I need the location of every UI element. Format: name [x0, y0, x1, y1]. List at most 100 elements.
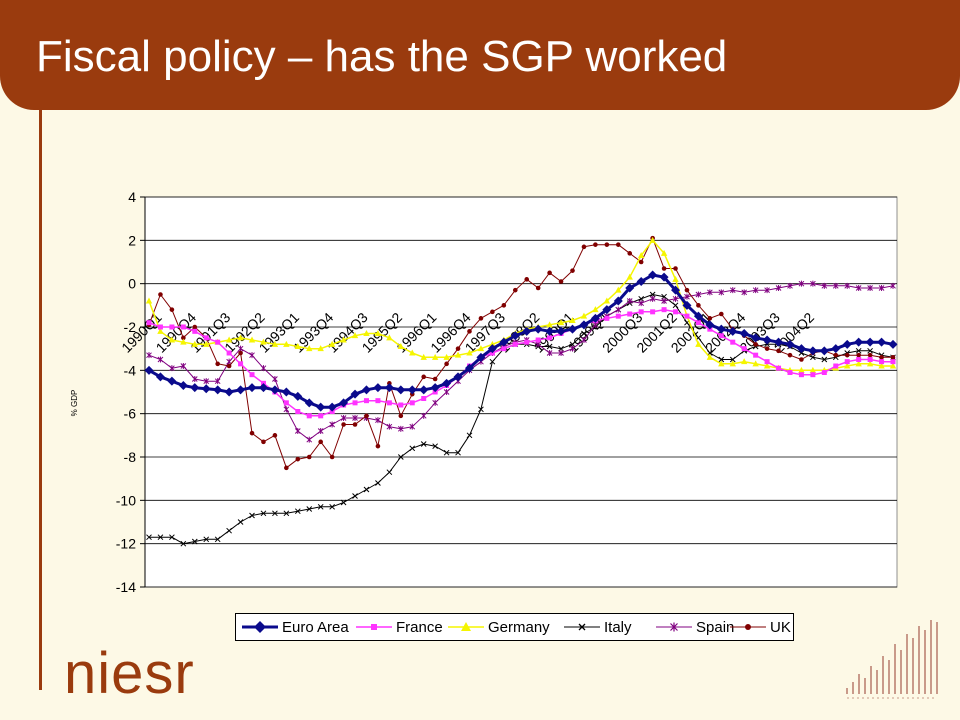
- point-euro-area: [339, 398, 349, 408]
- point-euro-area: [545, 326, 555, 336]
- point-euro-area: [247, 383, 257, 393]
- point-uk: [238, 350, 243, 356]
- point-germany: [317, 345, 324, 352]
- point-germany: [592, 306, 599, 313]
- point-france: [375, 398, 381, 404]
- point-spain: [581, 337, 587, 343]
- point-italy: [191, 538, 198, 545]
- slide-title: Fiscal policy – has the SGP worked: [36, 32, 728, 81]
- point-germany: [225, 336, 233, 343]
- point-italy: [718, 356, 725, 363]
- y-tick-label: -6: [124, 406, 137, 422]
- point-italy: [306, 506, 313, 512]
- y-tick-label: -10: [116, 492, 136, 508]
- point-euro-area: [144, 365, 154, 375]
- point-germany: [718, 360, 725, 367]
- point-uk: [844, 352, 850, 358]
- point-germany: [420, 353, 427, 360]
- point-france: [512, 341, 518, 347]
- point-euro-area: [190, 383, 200, 393]
- point-france: [604, 315, 610, 321]
- point-uk: [169, 307, 175, 312]
- point-spain: [844, 282, 851, 289]
- point-spain: [718, 289, 725, 296]
- point-spain: [169, 365, 175, 372]
- point-euro-area: [178, 381, 188, 390]
- point-spain: [878, 285, 885, 291]
- point-italy: [810, 354, 816, 361]
- point-uk: [673, 266, 678, 271]
- point-uk: [753, 342, 758, 347]
- point-euro-area: [842, 339, 852, 349]
- point-italy: [340, 499, 347, 506]
- point-italy: [169, 534, 175, 541]
- legend-label: Euro Area: [282, 619, 349, 636]
- point-france: [146, 320, 152, 326]
- point-italy: [569, 341, 576, 348]
- point-uk: [306, 454, 312, 460]
- point-italy: [672, 302, 679, 309]
- side-rule: [39, 110, 42, 690]
- legend-item-france: France: [354, 618, 444, 636]
- point-euro-area: [270, 385, 280, 395]
- y-tick-label: 0: [128, 276, 136, 292]
- point-uk: [398, 413, 404, 419]
- point-germany: [637, 252, 645, 258]
- point-germany: [649, 236, 656, 243]
- point-uk: [318, 439, 323, 445]
- point-uk: [501, 303, 507, 308]
- point-uk: [890, 355, 896, 360]
- point-euro-area: [762, 335, 772, 345]
- point-france: [283, 400, 289, 406]
- point-euro-area: [464, 363, 474, 373]
- point-france: [730, 339, 736, 345]
- point-uk: [719, 311, 724, 317]
- point-uk: [524, 277, 530, 282]
- point-spain: [890, 282, 896, 289]
- point-uk: [581, 244, 587, 250]
- point-germany: [489, 340, 496, 347]
- point-spain: [707, 289, 713, 296]
- point-euro-area: [476, 352, 486, 362]
- point-spain: [695, 291, 702, 298]
- point-spain: [249, 352, 255, 359]
- legend-item-uk: UK: [728, 618, 792, 636]
- point-euro-area: [865, 337, 875, 347]
- point-france: [203, 335, 209, 341]
- point-spain: [752, 287, 759, 294]
- point-france: [169, 324, 175, 330]
- point-uk: [181, 335, 186, 341]
- point-euro-area: [728, 326, 738, 336]
- plot-area: [144, 196, 898, 588]
- point-uk: [467, 329, 472, 334]
- point-euro-area: [327, 402, 337, 412]
- point-italy: [226, 527, 232, 534]
- title-bar: Fiscal policy – has the SGP worked: [0, 0, 960, 110]
- point-spain: [214, 378, 221, 385]
- point-uk: [799, 357, 804, 362]
- point-france: [776, 365, 782, 371]
- point-france: [398, 402, 404, 408]
- point-italy: [397, 454, 404, 460]
- point-france: [844, 359, 850, 365]
- point-germany: [374, 330, 382, 336]
- point-spain: [443, 389, 450, 395]
- point-spain: [237, 345, 244, 352]
- point-germany: [203, 340, 210, 347]
- point-spain: [764, 287, 770, 294]
- point-euro-area: [556, 326, 566, 336]
- point-spain: [294, 428, 301, 434]
- point-france: [192, 328, 198, 334]
- point-france: [684, 313, 690, 319]
- point-germany: [752, 360, 759, 367]
- point-euro-area: [442, 378, 452, 388]
- point-euro-area: [636, 277, 646, 286]
- point-italy: [146, 534, 152, 541]
- series-line-italy: [149, 294, 894, 545]
- point-euro-area: [487, 344, 497, 354]
- point-euro-area: [625, 283, 635, 293]
- point-france: [741, 346, 747, 352]
- point-spain: [191, 376, 198, 382]
- point-germany: [889, 362, 897, 369]
